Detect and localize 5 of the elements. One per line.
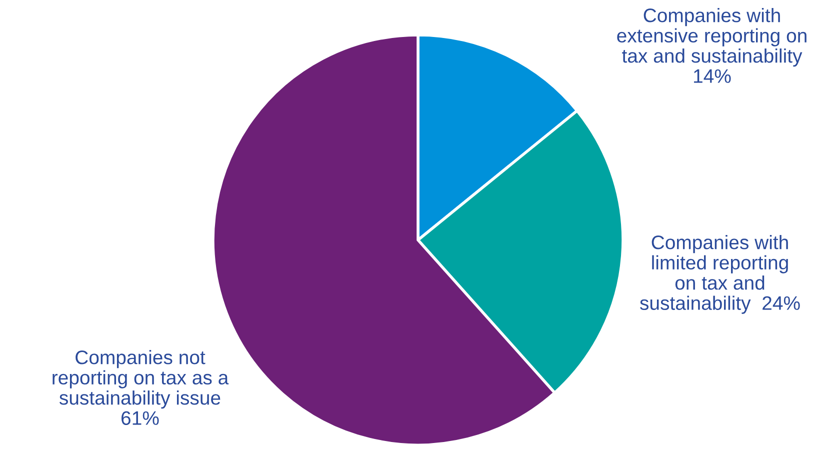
slice-label: Companies with extensive reporting on tax and sustainability — [617, 8, 806, 67]
slice-label: Companies not reporting on tax as a sustainability issue — [52, 350, 229, 409]
data-label: 14% — [694, 69, 731, 83]
slice-label: Companies with limited reporting on tax and sustainability 24% — [640, 235, 800, 314]
data-label: 61% — [122, 411, 159, 425]
